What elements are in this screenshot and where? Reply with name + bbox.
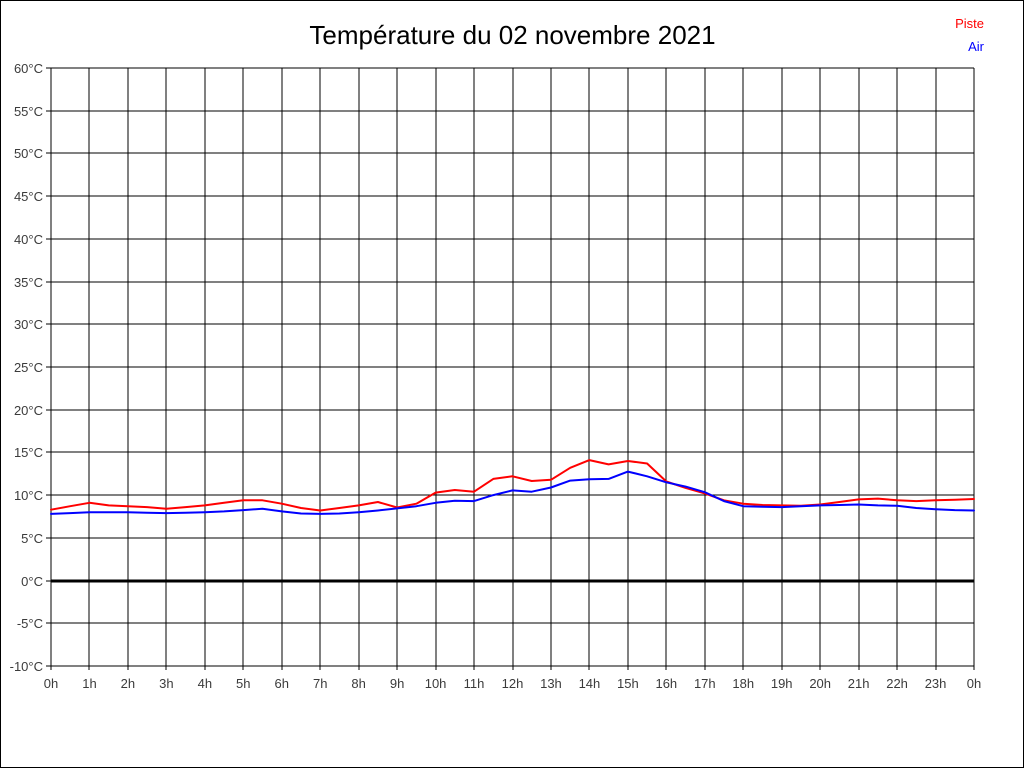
- y-axis-labels: 60°C 55°C 50°C 45°C 40°C 35°C 30°C 25°C 20°C 15°C…: [10, 61, 43, 674]
- svg-text:-10°C: -10°C: [10, 659, 43, 674]
- chart-legend: Piste Air: [955, 12, 984, 58]
- svg-text:-5°C: -5°C: [17, 616, 43, 631]
- svg-text:5°C: 5°C: [21, 531, 43, 546]
- svg-text:1h: 1h: [82, 676, 96, 691]
- svg-text:0h: 0h: [967, 676, 981, 691]
- svg-text:10h: 10h: [425, 676, 447, 691]
- svg-text:11h: 11h: [464, 676, 485, 691]
- svg-text:19h: 19h: [771, 676, 793, 691]
- svg-text:60°C: 60°C: [14, 61, 43, 76]
- chart-title: Température du 02 novembre 2021: [309, 20, 716, 50]
- svg-text:5h: 5h: [236, 676, 250, 691]
- svg-text:6h: 6h: [275, 676, 289, 691]
- svg-text:12h: 12h: [502, 676, 524, 691]
- grid: [46, 67, 975, 670]
- svg-text:21h: 21h: [848, 676, 870, 691]
- legend-item-piste: Piste: [955, 16, 984, 31]
- series-line-air: [50, 470, 975, 515]
- svg-text:20°C: 20°C: [14, 403, 43, 418]
- svg-text:50°C: 50°C: [14, 146, 43, 161]
- svg-text:4h: 4h: [198, 676, 212, 691]
- svg-text:15h: 15h: [617, 676, 639, 691]
- svg-text:10°C: 10°C: [14, 488, 43, 503]
- svg-text:0°C: 0°C: [21, 574, 43, 589]
- svg-text:2h: 2h: [121, 676, 135, 691]
- svg-text:9h: 9h: [390, 676, 404, 691]
- svg-text:14h: 14h: [579, 676, 601, 691]
- svg-text:40°C: 40°C: [14, 232, 43, 247]
- svg-text:0h: 0h: [44, 676, 58, 691]
- svg-text:8h: 8h: [351, 676, 365, 691]
- svg-text:35°C: 35°C: [14, 275, 43, 290]
- svg-text:15°C: 15°C: [14, 445, 43, 460]
- svg-text:16h: 16h: [655, 676, 677, 691]
- svg-text:23h: 23h: [925, 676, 947, 691]
- svg-text:7h: 7h: [313, 676, 327, 691]
- svg-text:17h: 17h: [694, 676, 716, 691]
- x-axis-labels: 0h 1h 2h 3h 4h 5h 6h 7h 8h 9h 10h 11h 12h 13h 14h 15h 16…: [44, 676, 981, 691]
- svg-text:45°C: 45°C: [14, 189, 43, 204]
- svg-text:3h: 3h: [159, 676, 173, 691]
- svg-text:55°C: 55°C: [14, 104, 43, 119]
- svg-text:25°C: 25°C: [14, 360, 43, 375]
- legend-item-air: Air: [968, 39, 984, 54]
- svg-text:30°C: 30°C: [14, 317, 43, 332]
- svg-text:20h: 20h: [809, 676, 831, 691]
- svg-text:13h: 13h: [540, 676, 562, 691]
- svg-text:22h: 22h: [886, 676, 908, 691]
- svg-text:18h: 18h: [732, 676, 754, 691]
